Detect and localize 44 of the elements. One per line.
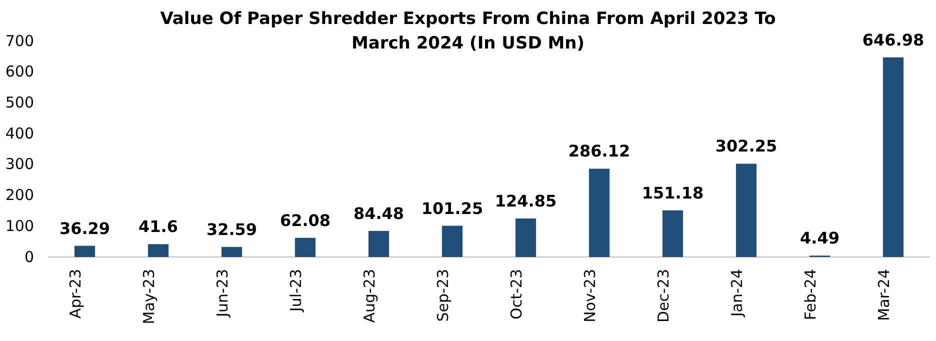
x-tick-label: Aug-23 — [360, 269, 378, 323]
bar — [294, 238, 316, 257]
data-label: 84.48 — [353, 204, 404, 223]
bar — [882, 57, 904, 257]
x-tick-label: May-23 — [140, 269, 158, 324]
x-tick-label: Jan-24 — [728, 269, 746, 318]
x-tick-label: Nov-23 — [580, 269, 599, 322]
data-label: 41.6 — [138, 217, 178, 236]
bar — [368, 230, 390, 257]
y-tick-label: 0 — [24, 248, 34, 266]
x-tick-label: Jun-23 — [213, 269, 232, 318]
x-tick-label: Dec-23 — [654, 269, 672, 323]
x-tick-label: Mar-24 — [874, 269, 893, 321]
bar — [148, 244, 169, 257]
x-tick-label: Feb-24 — [801, 269, 820, 320]
y-tick-label: 400 — [5, 124, 34, 142]
x-tick-label: Apr-23 — [66, 269, 84, 318]
data-label: 286.12 — [568, 142, 630, 161]
data-label: 36.29 — [59, 218, 110, 238]
bar — [515, 218, 536, 257]
bar — [74, 246, 96, 257]
data-label: 124.85 — [494, 191, 557, 210]
y-tick-label: 500 — [5, 94, 34, 112]
data-label: 151.18 — [642, 183, 704, 202]
data-label: 4.49 — [800, 228, 840, 248]
y-tick-label: 300 — [5, 155, 34, 174]
x-tick-label: Oct-23 — [507, 269, 526, 320]
y-tick-label: 600 — [5, 62, 34, 81]
data-label: 62.08 — [280, 210, 331, 230]
y-tick-label: 200 — [5, 186, 34, 204]
data-label: 32.59 — [206, 220, 258, 239]
bar — [736, 164, 757, 257]
bar — [221, 246, 242, 257]
bar — [442, 226, 463, 257]
x-tick-label: Sep-23 — [434, 269, 452, 322]
bar — [588, 168, 610, 257]
bar — [662, 210, 684, 257]
y-tick-label: 700 — [5, 32, 34, 50]
x-tick-label: Jul-23 — [286, 269, 305, 313]
data-label: 101.25 — [421, 198, 484, 218]
data-label: 302.25 — [715, 136, 778, 156]
chart-title: Value Of Paper Shredder Exports From China From April 2023 To March 2024 (In USD Mn) — [160, 9, 776, 54]
y-tick-label: 100 — [5, 216, 34, 235]
data-label: 646.98 — [862, 30, 924, 50]
